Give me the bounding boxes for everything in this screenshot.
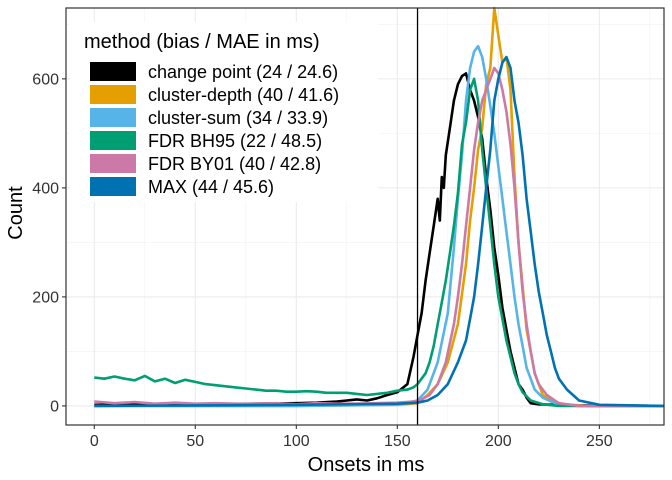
legend-label-5: FDR BY01 (40 / 42.8) <box>148 154 321 174</box>
series-lines <box>94 6 665 408</box>
x-axis-title: Onsets in ms <box>308 454 425 476</box>
x-tick-label: 50 <box>186 433 204 450</box>
y-tick-label: 400 <box>32 180 59 197</box>
legend-key-5 <box>90 154 136 173</box>
legend-key-6 <box>90 177 136 196</box>
series-line-6 <box>94 55 665 408</box>
y-tick-label: 600 <box>32 71 59 88</box>
legend-key-2 <box>90 85 136 104</box>
y-axis-title: Count <box>5 186 27 240</box>
series-line-1 <box>94 72 665 408</box>
panel-border <box>65 7 665 426</box>
axis-ticks: 0 50 100 150 200 250 0 200 400 600 <box>32 71 612 450</box>
series-line-3 <box>94 44 664 408</box>
y-tick-label: 0 <box>50 398 59 415</box>
legend-title: method (bias / MAE in ms) <box>84 31 320 53</box>
legend-items: change point (24 / 24.6) cluster-depth (4… <box>90 62 339 197</box>
x-tick-label: 0 <box>90 433 99 450</box>
legend-label-3: cluster-sum (34 / 33.9) <box>148 108 328 128</box>
legend-label-1: change point (24 / 24.6) <box>148 62 338 82</box>
legend-label-6: MAX (44 / 45.6) <box>148 177 274 197</box>
legend-label-2: cluster-depth (40 / 41.6) <box>148 85 339 105</box>
legend-key-3 <box>90 108 136 127</box>
x-tick-label: 250 <box>586 433 613 450</box>
legend-key-1 <box>90 62 136 81</box>
x-tick-label: 200 <box>485 433 512 450</box>
legend: method (bias / MAE in ms) change point (… <box>70 22 378 202</box>
series-line-4 <box>94 77 664 408</box>
x-tick-label: 100 <box>283 433 310 450</box>
legend-key-4 <box>90 131 136 150</box>
legend-label-4: FDR BH95 (22 / 48.5) <box>148 131 322 151</box>
y-tick-label: 200 <box>32 289 59 306</box>
x-tick-label: 150 <box>384 433 411 450</box>
series-line-5 <box>94 66 664 408</box>
